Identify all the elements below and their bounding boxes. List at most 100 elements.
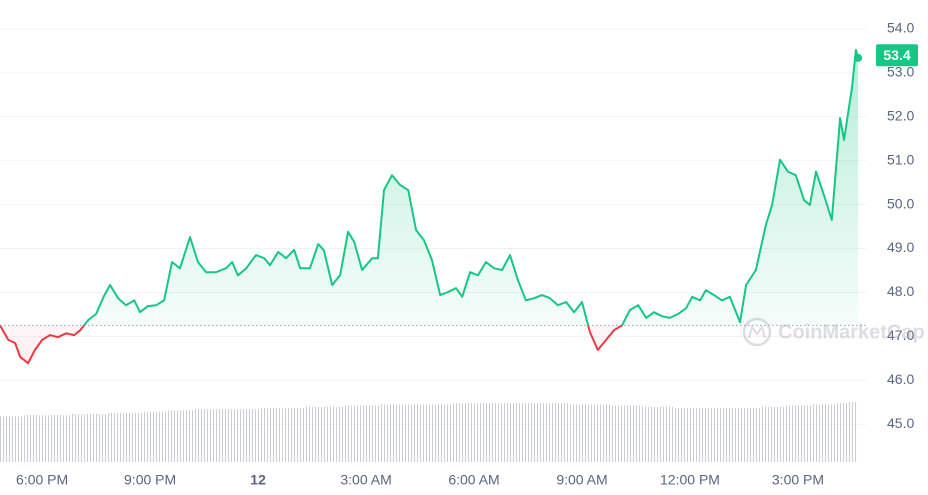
volume-bar bbox=[202, 409, 212, 462]
volume-bar bbox=[92, 414, 101, 462]
volume-bar bbox=[84, 414, 93, 462]
area bbox=[0, 50, 859, 364]
volume-bar bbox=[17, 416, 25, 462]
volume-bar bbox=[152, 411, 161, 462]
volume-bar bbox=[290, 408, 298, 462]
volume-bar bbox=[305, 406, 315, 462]
volume-bar bbox=[328, 406, 337, 462]
x-tick-label: 3:00 AM bbox=[340, 472, 391, 488]
volume-bar bbox=[585, 404, 594, 462]
volume-bar bbox=[380, 404, 389, 462]
volume-bar bbox=[657, 406, 666, 462]
volume-bar bbox=[274, 408, 283, 462]
volume-bar bbox=[601, 404, 611, 462]
volume-bar bbox=[62, 415, 71, 462]
y-tick-label: 52.0 bbox=[887, 107, 914, 123]
volume-bar bbox=[546, 403, 554, 462]
volume-bar bbox=[725, 408, 735, 462]
volume-bar bbox=[452, 403, 460, 462]
volume-bar bbox=[11, 416, 18, 462]
x-tick-label: 3:00 PM bbox=[772, 472, 824, 488]
watermark-logo bbox=[742, 317, 772, 347]
volume-bar bbox=[806, 405, 813, 462]
volume-bar bbox=[650, 406, 658, 462]
price-badge bbox=[876, 44, 918, 67]
volume-bar bbox=[634, 405, 643, 462]
volume-bar bbox=[857, 402, 859, 462]
volume-bar bbox=[553, 403, 563, 462]
volume-bar bbox=[734, 408, 744, 462]
x-tick-label: 12 bbox=[250, 472, 266, 488]
x-tick-label: 6:00 PM bbox=[16, 472, 68, 488]
volume-bar bbox=[220, 409, 230, 462]
volume-bar bbox=[578, 404, 586, 462]
x-tick-label: 12:00 PM bbox=[660, 472, 720, 488]
volume-bar bbox=[185, 410, 195, 462]
volume-bar bbox=[351, 405, 359, 462]
volume-bar bbox=[130, 412, 138, 462]
y-tick-label: 54.0 bbox=[887, 20, 914, 36]
volume-bar bbox=[848, 402, 854, 462]
volume-bar bbox=[444, 404, 453, 462]
volume-bar bbox=[31, 415, 39, 462]
volume-bar bbox=[709, 408, 719, 462]
volume-bar bbox=[819, 404, 828, 462]
volume-bar bbox=[168, 410, 177, 462]
volume-bar bbox=[490, 403, 499, 462]
volume-bar bbox=[689, 408, 697, 462]
volume-bar bbox=[282, 408, 291, 462]
volume-bar bbox=[506, 403, 514, 462]
volume-bar bbox=[388, 404, 396, 462]
volume-bar bbox=[481, 403, 491, 462]
volume-bar bbox=[718, 408, 726, 462]
volume-bar bbox=[498, 403, 507, 462]
volume-bar bbox=[783, 405, 792, 462]
volume-bar bbox=[53, 415, 63, 462]
y-tick-label: 53.0 bbox=[887, 64, 914, 80]
volume-bar bbox=[260, 408, 268, 462]
volume-bar bbox=[77, 414, 85, 462]
price-line bbox=[0, 49, 860, 365]
y-tick-label: 47.0 bbox=[887, 327, 914, 343]
volume-bar bbox=[267, 408, 275, 462]
volume-bar bbox=[314, 406, 322, 462]
volume-bar bbox=[46, 415, 54, 462]
volume-bar bbox=[336, 406, 345, 462]
volume-bar bbox=[593, 404, 602, 462]
volume-bar bbox=[412, 404, 421, 462]
volume-bar bbox=[436, 404, 445, 462]
volume-bar bbox=[466, 403, 475, 462]
volume-bar bbox=[137, 412, 144, 462]
volume-bar bbox=[696, 408, 703, 462]
volume-bar bbox=[122, 412, 131, 462]
watermark-logo-mark bbox=[748, 324, 766, 339]
volume-bar bbox=[194, 409, 203, 462]
y-tick-label: 51.0 bbox=[887, 151, 914, 167]
volume-bar bbox=[4, 416, 12, 462]
volume-bar bbox=[107, 412, 115, 462]
volume-bar bbox=[812, 404, 820, 462]
volume-bar bbox=[242, 409, 252, 462]
y-tick-label: 48.0 bbox=[887, 283, 914, 299]
volume-bar bbox=[570, 404, 579, 462]
volume-bar bbox=[521, 403, 531, 462]
volume-bar bbox=[610, 405, 619, 462]
watermark-text: CoinMarketCap bbox=[778, 321, 925, 343]
y-tick-label: 50.0 bbox=[887, 195, 914, 211]
volume-bar bbox=[743, 408, 752, 462]
volume-bar bbox=[835, 403, 843, 462]
volume-bar bbox=[642, 406, 651, 462]
x-tick-label: 6:00 AM bbox=[448, 472, 499, 488]
volume-bar bbox=[160, 411, 169, 462]
price-badge-label: 53.4 bbox=[883, 47, 910, 63]
volume-bar bbox=[211, 409, 221, 462]
volume-bar bbox=[513, 403, 522, 462]
volume-bar bbox=[420, 404, 428, 462]
volume-bar bbox=[251, 409, 261, 462]
volume-bar bbox=[235, 409, 243, 462]
volume-bar bbox=[114, 412, 123, 462]
volume-bar bbox=[760, 406, 769, 462]
volume-bar bbox=[395, 404, 405, 462]
x-tick-label: 9:00 PM bbox=[124, 472, 176, 488]
